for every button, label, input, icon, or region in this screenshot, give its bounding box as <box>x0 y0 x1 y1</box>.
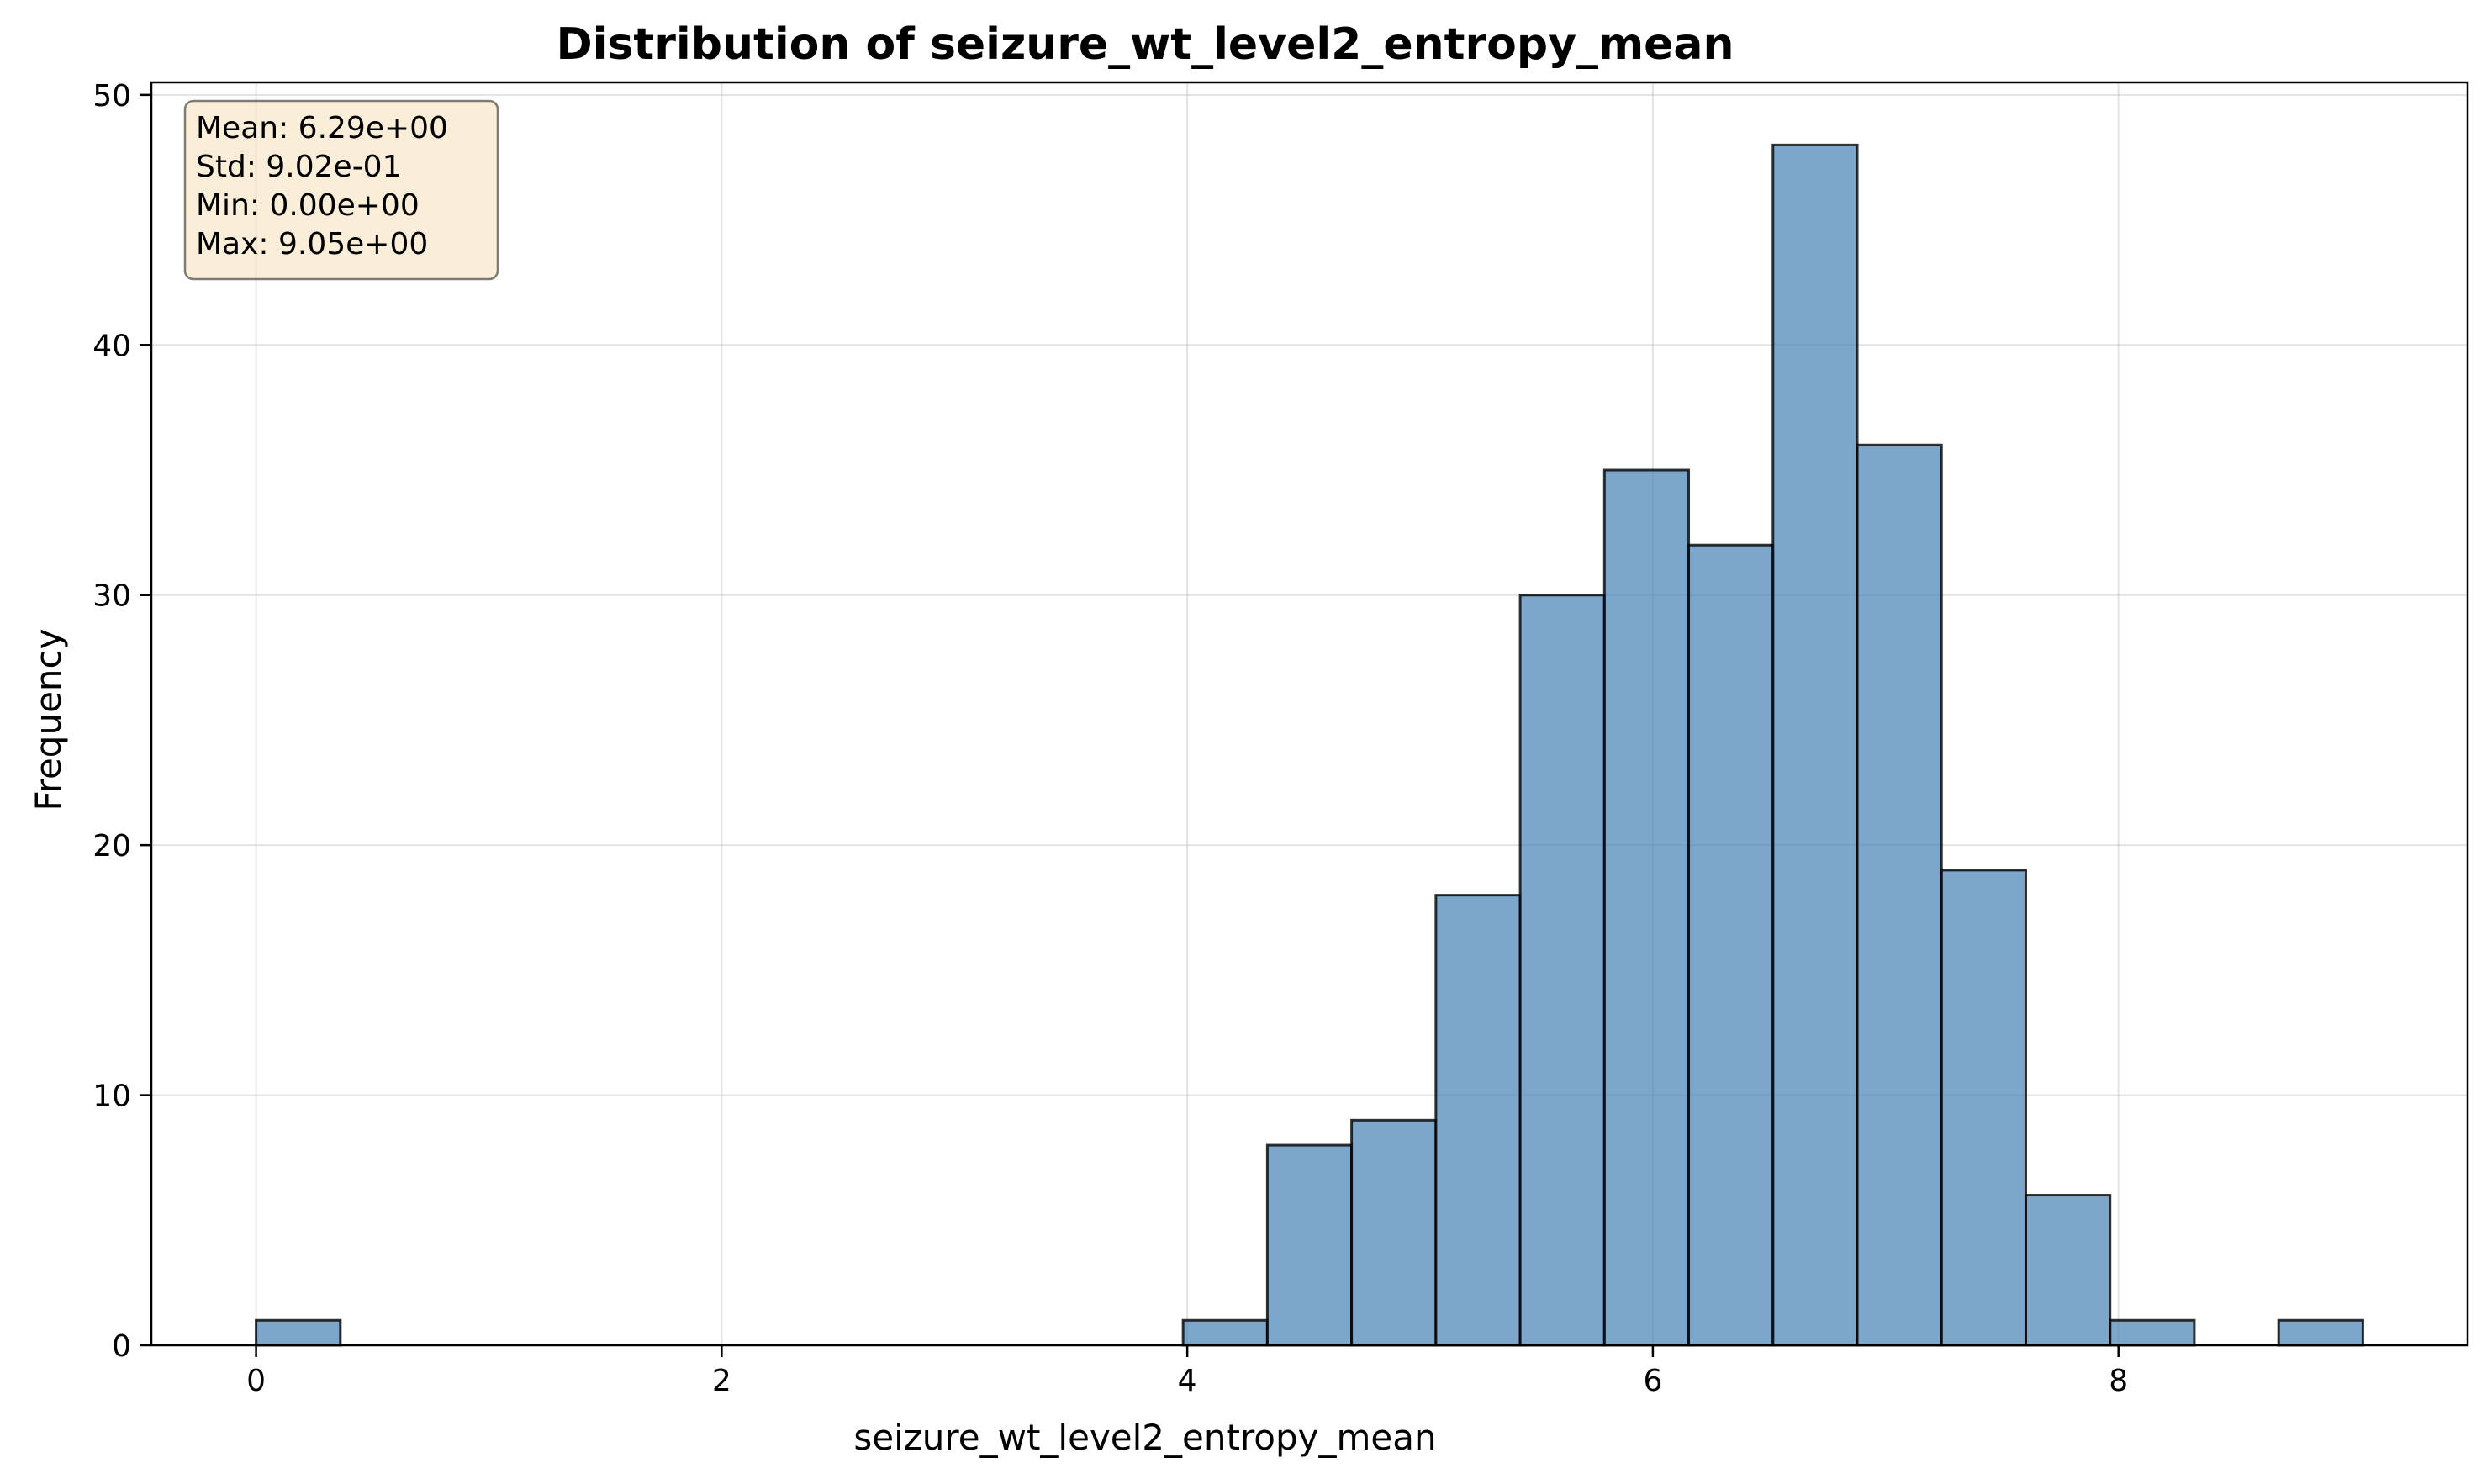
histogram-bar <box>1518 594 1606 1347</box>
histogram-bar <box>1265 1143 1354 1347</box>
histogram-bar <box>255 1318 342 1347</box>
y-axis-ticks: 0 10 20 30 40 50 <box>92 79 151 1364</box>
stats-max: Max: 9.05e+00 <box>196 227 428 261</box>
y-tick-label: 0 <box>112 1329 131 1364</box>
y-tick-label: 40 <box>92 329 131 363</box>
x-tick-label: 4 <box>1178 1364 1197 1398</box>
histogram-bars <box>255 143 2364 1347</box>
histogram-bar <box>1940 869 2027 1347</box>
x-axis-ticks: 0 2 4 6 8 <box>246 1345 2128 1398</box>
stats-min: Min: 0.00e+00 <box>196 188 420 223</box>
stats-box: Mean: 6.29e+00 Std: 9.02e-01 Min: 0.00e+… <box>183 99 499 281</box>
histogram-bar <box>1181 1318 1269 1347</box>
x-tick-label: 6 <box>1643 1364 1662 1398</box>
chart-title: Distribution of seizure_wt_level2_entrop… <box>556 19 1734 70</box>
histogram-bar <box>1856 443 1943 1347</box>
histogram-bar <box>2277 1318 2364 1347</box>
stats-mean: Mean: 6.29e+00 <box>196 111 448 145</box>
histogram-bar <box>1771 143 1859 1347</box>
y-tick-label: 50 <box>92 79 131 114</box>
histogram-bar <box>1687 543 1775 1347</box>
y-tick-label: 30 <box>92 579 131 614</box>
x-axis-label: seizure_wt_level2_entropy_mean <box>853 1417 1436 1458</box>
histogram-bar <box>1434 894 1522 1347</box>
histogram-bar <box>1602 468 1691 1347</box>
plot-area-frame <box>150 81 2469 1347</box>
histogram-bar <box>2109 1318 2196 1347</box>
histogram-bar <box>1350 1118 1438 1347</box>
x-tick-label: 0 <box>246 1364 266 1398</box>
stats-box-background <box>183 99 499 281</box>
y-axis-label: Frequency <box>28 629 69 811</box>
x-tick-label: 8 <box>2109 1364 2128 1398</box>
x-tick-label: 2 <box>712 1364 731 1398</box>
y-tick-label: 20 <box>92 829 131 863</box>
histogram-bar <box>2024 1194 2112 1347</box>
y-tick-label: 10 <box>92 1080 131 1114</box>
stats-std: Std: 9.02e-01 <box>196 150 402 184</box>
